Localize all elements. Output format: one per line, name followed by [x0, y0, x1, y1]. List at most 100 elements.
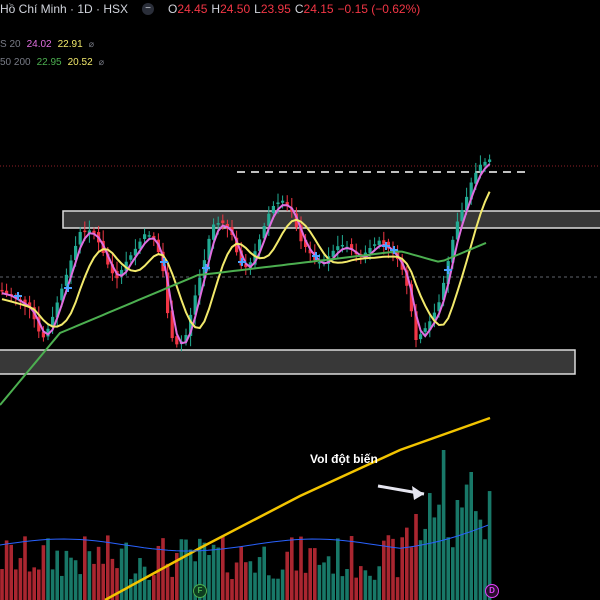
- indicator-ma-short[interactable]: S 20 24.02 22.91 ⌀: [0, 37, 100, 51]
- candle-body: [244, 264, 248, 268]
- volume-bar: [170, 576, 174, 600]
- event-marker-f[interactable]: F: [193, 584, 207, 598]
- volume-bar: [331, 573, 335, 600]
- indicator-ma-long[interactable]: 50 200 22.95 20.52 ⌀: [0, 55, 110, 69]
- volume-bar: [276, 578, 280, 600]
- candle-body: [184, 335, 188, 342]
- volume-bar: [253, 572, 257, 600]
- volume-bar: [41, 545, 46, 600]
- candle-body: [87, 230, 91, 234]
- signal-cross: [160, 258, 168, 266]
- volume-bar: [133, 573, 138, 600]
- candle-body: [120, 269, 124, 276]
- candle-body: [405, 270, 409, 286]
- volume-bar: [60, 575, 64, 600]
- volume-bar: [460, 507, 464, 600]
- candle-body: [474, 172, 478, 184]
- signal-cross: [14, 292, 22, 300]
- signal-cross: [64, 284, 72, 292]
- hidden-eye-icon[interactable]: ⌀: [88, 38, 95, 49]
- volume-bar: [363, 570, 368, 600]
- volume-bar: [441, 450, 446, 600]
- volume-bar: [115, 568, 119, 600]
- volume-bar: [336, 538, 340, 600]
- moving-average-lines: [0, 163, 491, 600]
- candle-body: [465, 196, 469, 212]
- volume-bar: [487, 491, 492, 600]
- volume-bar: [0, 569, 4, 600]
- candle-body: [414, 311, 418, 340]
- candle-body: [69, 260, 73, 278]
- event-marker-d[interactable]: D: [485, 584, 499, 598]
- volume-bar: [405, 527, 409, 600]
- volume-bar: [345, 569, 349, 600]
- chart-header: Hồ Chí Minh · 1D · HSX − O 24.45 H 24.50 L…: [0, 0, 420, 18]
- ohlc-low-label: L: [254, 2, 261, 16]
- minus-icon[interactable]: −: [142, 3, 155, 15]
- volume-bar: [234, 562, 239, 600]
- candle-body: [212, 224, 216, 240]
- hidden-eye-icon[interactable]: ⌀: [98, 56, 105, 67]
- candle-body: [331, 250, 335, 257]
- price-change: −0.15 (−0.62%): [337, 2, 421, 16]
- volume-bar: [37, 569, 41, 600]
- volume-annotation: Vol đột biến: [310, 452, 378, 466]
- candle-body: [166, 272, 170, 314]
- volume-bar: [165, 563, 170, 600]
- volume-bar: [317, 564, 322, 600]
- indicator-value: 24.02: [26, 38, 52, 50]
- volume-bar: [225, 572, 230, 600]
- candle-body: [460, 210, 464, 222]
- volume-bar: [129, 579, 133, 600]
- signal-cross: [382, 242, 390, 250]
- candle-body: [437, 302, 441, 312]
- signal-cross: [238, 258, 246, 266]
- volume-bar: [372, 579, 377, 600]
- volume-bar: [437, 504, 441, 600]
- volume-bar: [202, 542, 207, 600]
- candle-body: [409, 284, 413, 312]
- ma-fast-line: [1, 163, 491, 345]
- candle-body: [138, 241, 142, 249]
- volume-bar: [294, 570, 299, 600]
- candle-body: [253, 251, 257, 265]
- volume-bar: [239, 546, 243, 600]
- candle-body: [147, 235, 151, 237]
- volume-bar: [32, 567, 36, 600]
- volume-bar: [474, 511, 478, 600]
- candle-body: [207, 238, 211, 260]
- volume-bar: [188, 549, 193, 600]
- volume-bar: [326, 556, 331, 600]
- candle-body: [0, 289, 4, 292]
- volume-bar: [428, 493, 432, 600]
- volume-bar: [382, 540, 386, 600]
- ohlc-high-label: H: [211, 2, 221, 16]
- symbol-title[interactable]: Hồ Chí Minh · 1D · HSX: [0, 2, 129, 16]
- candle-body: [51, 316, 55, 328]
- candle-body: [175, 336, 179, 345]
- candle-body: [285, 202, 289, 207]
- support-zone-box[interactable]: [0, 349, 576, 375]
- volume-bar: [414, 513, 418, 600]
- candle-body: [432, 312, 436, 321]
- volume-bar: [262, 546, 266, 600]
- volume-bar: [23, 536, 27, 600]
- volume-bar: [64, 550, 69, 600]
- volume-bar: [156, 545, 161, 600]
- candle-body: [267, 213, 271, 226]
- candle-body: [5, 290, 9, 294]
- volume-bar: [359, 566, 363, 600]
- volume-bar: [340, 576, 345, 600]
- volume-bar: [391, 538, 395, 600]
- candle-body: [317, 262, 321, 264]
- candle-body: [262, 226, 266, 239]
- candle-body: [74, 245, 78, 261]
- volume-bar: [27, 571, 32, 600]
- candle-body: [451, 239, 455, 263]
- candle-body: [281, 200, 285, 203]
- volume-bar: [175, 552, 179, 600]
- volume-bar: [142, 566, 147, 600]
- resistance-zone-box[interactable]: [62, 210, 600, 229]
- candle-body: [271, 206, 275, 214]
